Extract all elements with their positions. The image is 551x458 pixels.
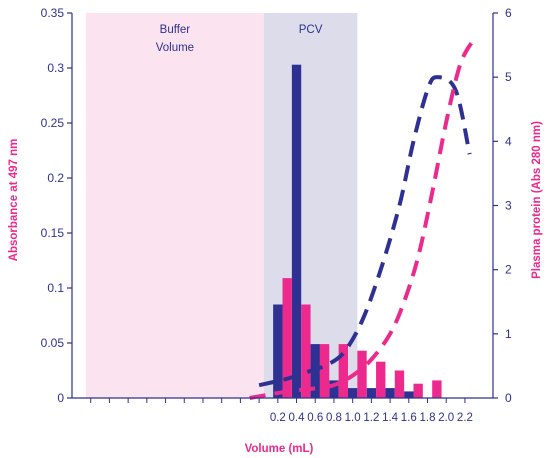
- x-axis-title: Volume (mL): [245, 443, 314, 455]
- x-label-5: 1.2: [363, 412, 379, 424]
- y-right-label-6: 6: [505, 6, 512, 20]
- bar-s1-4: [357, 350, 367, 398]
- y-left-label-0: 0: [57, 391, 64, 405]
- y-left-label-6: 0.3: [47, 61, 64, 75]
- bar-s0-4: [347, 388, 358, 398]
- bar-s1-0: [282, 278, 292, 398]
- y-left-label-7: 0.35: [41, 6, 65, 20]
- y-right-label-0: 0: [505, 391, 512, 405]
- line-series: [249, 37, 477, 400]
- x-label-2: 0.6: [307, 412, 323, 424]
- region-0: [86, 13, 264, 398]
- y-right-label-4: 4: [505, 134, 512, 148]
- x-label-8: 1.8: [420, 412, 436, 424]
- region-label-0-0: Buffer: [160, 24, 191, 36]
- bar-s1-8: [432, 380, 442, 398]
- x-label-4: 1.0: [345, 412, 361, 424]
- bar-s0-6: [385, 388, 395, 398]
- x-label-1: 0.4: [289, 412, 306, 424]
- x-label-10: 2.2: [457, 412, 473, 424]
- y-left-label-4: 0.2: [47, 171, 64, 185]
- shaded-regions: Buffer Volume PCV: [86, 13, 358, 398]
- bar-s1-5: [376, 361, 386, 398]
- x-label-0: 0.2: [270, 412, 286, 424]
- y-axis-title-right: Plasma protein (Abs 280 nm): [531, 121, 543, 279]
- region-label-1-0: PCV: [299, 24, 323, 36]
- axes: [67, 12, 498, 403]
- y-right-label-3: 3: [505, 199, 512, 213]
- bar-s1-2: [319, 344, 330, 398]
- x-label-7: 1.6: [401, 412, 417, 424]
- line-series-0: [258, 75, 472, 388]
- y-right-label-2: 2: [505, 263, 512, 277]
- bar-s0-1: [291, 64, 302, 398]
- y-left-label-1: 0.05: [41, 336, 65, 350]
- bar-s0-5: [366, 388, 377, 398]
- bar-s0-3: [329, 380, 339, 398]
- x-label-3: 0.8: [326, 412, 342, 424]
- y-left-label-2: 0.1: [47, 281, 64, 295]
- y-axis-title-left: Absorbance at 497 nm: [8, 139, 20, 262]
- bar-s1-6: [394, 370, 405, 398]
- y-left-label-3: 0.15: [41, 226, 65, 240]
- bar-s0-0: [273, 304, 283, 398]
- bar-s1-7: [413, 383, 423, 398]
- x-label-6: 1.4: [382, 412, 399, 424]
- bar-s1-1: [301, 304, 311, 398]
- bar-series: [273, 64, 442, 398]
- x-label-9: 2.0: [438, 412, 454, 424]
- y-right-label-1: 1: [505, 327, 512, 341]
- region-label-0-1: Volume: [156, 42, 194, 54]
- y-left-label-5: 0.25: [41, 116, 65, 130]
- y-right-label-5: 5: [505, 70, 512, 84]
- bar-s1-3: [338, 344, 348, 398]
- bar-s0-7: [404, 391, 414, 398]
- line-series-1: [249, 37, 477, 400]
